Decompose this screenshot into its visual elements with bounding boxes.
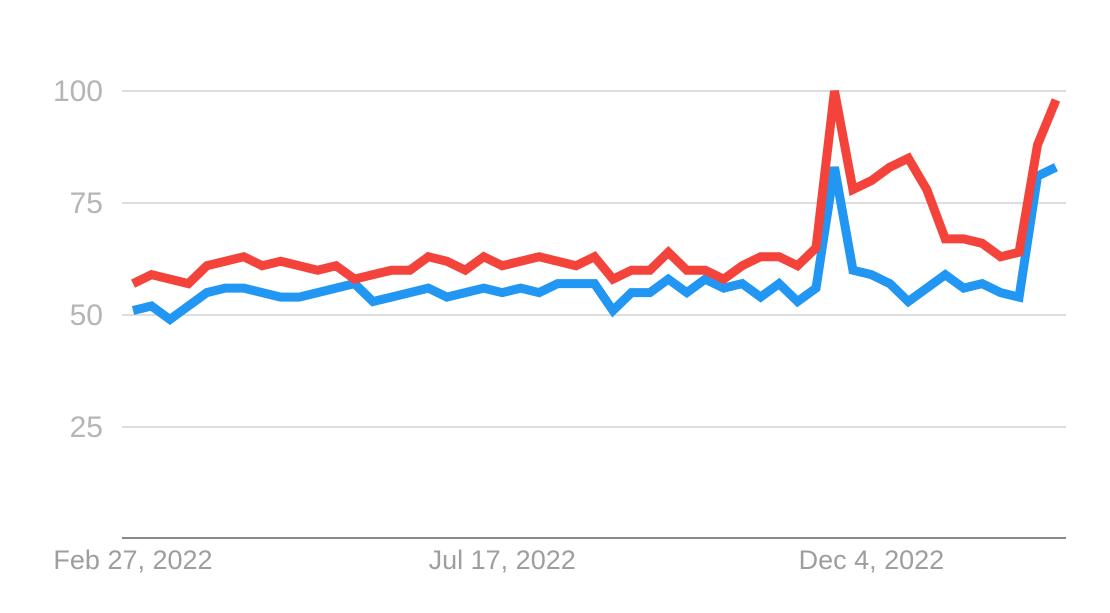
series-line (131, 90, 1061, 289)
y-tick-label: 100 (53, 75, 103, 108)
x-tick-label: Feb 27, 2022 (53, 545, 212, 575)
y-tick-label: 50 (70, 299, 103, 332)
y-tick-label: 25 (70, 411, 103, 444)
x-tick-label: Jul 17, 2022 (429, 545, 576, 575)
y-tick-label: 75 (70, 187, 103, 220)
series-line (131, 163, 1058, 326)
x-tick-label: Dec 4, 2022 (799, 545, 945, 575)
